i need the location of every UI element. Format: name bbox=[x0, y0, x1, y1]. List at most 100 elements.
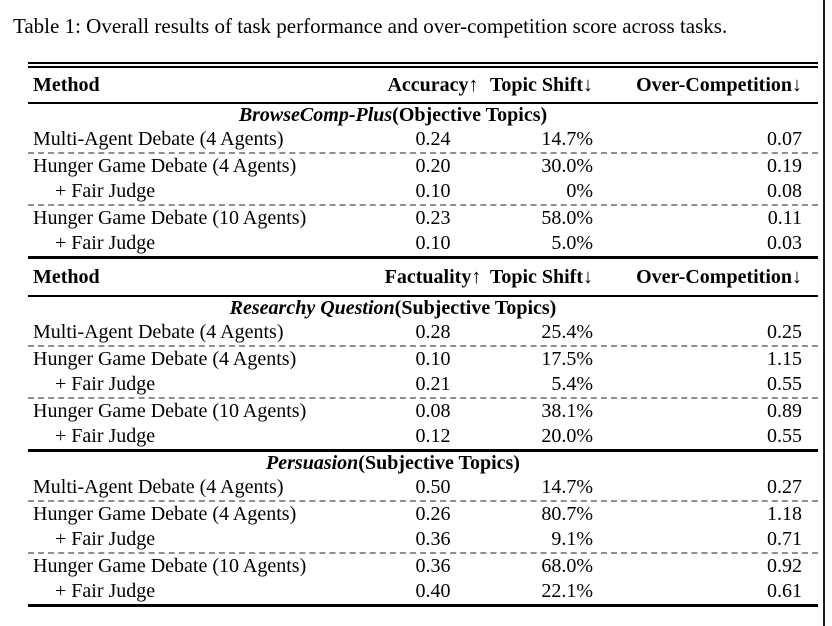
column-header-topic-shift: Topic Shift↓ bbox=[489, 265, 593, 288]
method-cell: + Fair Judge bbox=[55, 232, 156, 254]
topic-shift-cell: 20.0% bbox=[541, 425, 593, 447]
topic-shift-cell: 17.5% bbox=[541, 348, 593, 370]
over-competition-cell: 0.55 bbox=[767, 425, 802, 447]
accuracy-cell: 0.24 bbox=[415, 128, 451, 150]
over-competition-cell: 0.08 bbox=[767, 180, 802, 202]
column-header-accuracy: Accuracy↑ bbox=[387, 73, 479, 96]
topic-shift-cell: 80.7% bbox=[541, 503, 593, 525]
over-competition-cell: 0.11 bbox=[767, 207, 802, 229]
over-competition-cell: 1.15 bbox=[767, 348, 802, 370]
top-double-rule bbox=[28, 62, 818, 68]
method-cell: + Fair Judge bbox=[55, 580, 156, 602]
section-header-browsecomp-plus: BrowseComp-Plus (Objective Topics) bbox=[28, 104, 818, 127]
table-row: + Fair Judge 0.36 9.1% 0.71 bbox=[28, 527, 818, 552]
factuality-cell: 0.26 bbox=[415, 503, 451, 525]
factuality-cell: 0.50 bbox=[415, 476, 451, 498]
table-row: Hunger Game Debate (10 Agents) 0.08 38.1… bbox=[28, 397, 818, 424]
table-row: + Fair Judge 0.10 5.0% 0.03 bbox=[28, 231, 818, 256]
table-row: Multi-Agent Debate (4 Agents) 0.50 14.7%… bbox=[28, 475, 818, 500]
method-cell: Hunger Game Debate (10 Agents) bbox=[33, 400, 307, 422]
topic-shift-cell: 38.1% bbox=[541, 400, 593, 422]
section-header-researchy-question: Researchy Question (Subjective Topics) bbox=[28, 297, 818, 320]
factuality-cell: 0.28 bbox=[415, 321, 451, 343]
page-column-separator-line bbox=[823, 0, 825, 626]
section-title-qualifier: (Subjective Topics) bbox=[358, 452, 520, 474]
topic-shift-cell: 25.4% bbox=[541, 321, 593, 343]
topic-shift-cell: 22.1% bbox=[541, 580, 593, 602]
section-divider-rule bbox=[28, 449, 818, 452]
method-cell: Hunger Game Debate (10 Agents) bbox=[33, 207, 307, 229]
accuracy-cell: 0.10 bbox=[415, 180, 451, 202]
table-row: Hunger Game Debate (4 Agents) 0.26 80.7%… bbox=[28, 500, 818, 527]
method-cell: Hunger Game Debate (4 Agents) bbox=[33, 348, 297, 370]
column-header-method: Method bbox=[33, 73, 100, 96]
topic-shift-cell: 14.7% bbox=[541, 128, 593, 150]
section-title-qualifier: (Objective Topics) bbox=[392, 104, 548, 126]
table-row: Multi-Agent Debate (4 Agents) 0.28 25.4%… bbox=[28, 320, 818, 345]
header-rule bbox=[28, 295, 818, 297]
header-rule bbox=[28, 102, 818, 104]
over-competition-cell: 0.61 bbox=[767, 580, 802, 602]
section-title-italic: Researchy Question bbox=[229, 297, 395, 319]
topic-shift-cell: 5.4% bbox=[551, 373, 593, 395]
bottom-rule bbox=[28, 604, 818, 607]
method-cell: Hunger Game Debate (10 Agents) bbox=[33, 555, 307, 577]
header-row-objective: Method Accuracy↑ Topic Shift↓ Over-Compe… bbox=[28, 68, 818, 102]
table-caption: Table 1: Overall results of task perform… bbox=[13, 14, 728, 38]
method-cell: + Fair Judge bbox=[55, 528, 156, 550]
method-cell: + Fair Judge bbox=[55, 425, 156, 447]
results-table: Method Accuracy↑ Topic Shift↓ Over-Compe… bbox=[28, 62, 818, 607]
table-row: Hunger Game Debate (4 Agents) 0.10 17.5%… bbox=[28, 345, 818, 372]
topic-shift-cell: 14.7% bbox=[541, 476, 593, 498]
factuality-cell: 0.12 bbox=[415, 425, 451, 447]
table-row: + Fair Judge 0.10 0% 0.08 bbox=[28, 179, 818, 204]
over-competition-cell: 0.71 bbox=[767, 528, 802, 550]
over-competition-cell: 0.89 bbox=[767, 400, 802, 422]
over-competition-cell: 0.27 bbox=[767, 476, 802, 498]
accuracy-cell: 0.10 bbox=[415, 232, 451, 254]
factuality-cell: 0.40 bbox=[415, 580, 451, 602]
method-cell: Hunger Game Debate (4 Agents) bbox=[33, 503, 297, 525]
section-title-italic: Persuasion bbox=[266, 452, 359, 474]
accuracy-cell: 0.23 bbox=[415, 207, 451, 229]
topic-shift-cell: 0% bbox=[566, 180, 593, 202]
section-title-qualifier: (Subjective Topics) bbox=[394, 297, 557, 319]
method-cell: Hunger Game Debate (4 Agents) bbox=[33, 155, 297, 177]
factuality-cell: 0.36 bbox=[415, 528, 451, 550]
table-row: Hunger Game Debate (4 Agents) 0.20 30.0%… bbox=[28, 152, 818, 179]
section-title-italic: BrowseComp-Plus bbox=[238, 104, 393, 126]
over-competition-cell: 1.18 bbox=[767, 503, 802, 525]
column-header-over-competition: Over-Competition↓ bbox=[636, 265, 802, 288]
table-row: + Fair Judge 0.40 22.1% 0.61 bbox=[28, 579, 818, 604]
topic-shift-cell: 58.0% bbox=[541, 207, 593, 229]
section-divider-rule bbox=[28, 256, 818, 259]
over-competition-cell: 0.07 bbox=[767, 128, 802, 150]
accuracy-cell: 0.20 bbox=[415, 155, 451, 177]
section-header-persuasion: Persuasion (Subjective Topics) bbox=[28, 452, 818, 475]
factuality-cell: 0.36 bbox=[415, 555, 451, 577]
table-row: + Fair Judge 0.21 5.4% 0.55 bbox=[28, 372, 818, 397]
table-row: Hunger Game Debate (10 Agents) 0.36 68.0… bbox=[28, 552, 818, 579]
method-cell: + Fair Judge bbox=[55, 180, 156, 202]
topic-shift-cell: 9.1% bbox=[551, 528, 593, 550]
topic-shift-cell: 68.0% bbox=[541, 555, 593, 577]
column-header-method: Method bbox=[33, 265, 100, 288]
table-row: Multi-Agent Debate (4 Agents) 0.24 14.7%… bbox=[28, 127, 818, 152]
method-cell: Multi-Agent Debate (4 Agents) bbox=[33, 321, 284, 343]
over-competition-cell: 0.92 bbox=[767, 555, 802, 577]
over-competition-cell: 0.55 bbox=[767, 373, 802, 395]
method-cell: Multi-Agent Debate (4 Agents) bbox=[33, 128, 284, 150]
factuality-cell: 0.21 bbox=[415, 373, 451, 395]
method-cell: + Fair Judge bbox=[55, 373, 156, 395]
header-row-subjective: Method Factuality↑ Topic Shift↓ Over-Com… bbox=[28, 259, 818, 295]
topic-shift-cell: 5.0% bbox=[551, 232, 593, 254]
factuality-cell: 0.10 bbox=[415, 348, 451, 370]
column-header-factuality: Factuality↑ bbox=[384, 265, 482, 288]
table-row: Hunger Game Debate (10 Agents) 0.23 58.0… bbox=[28, 204, 818, 231]
method-cell: Multi-Agent Debate (4 Agents) bbox=[33, 476, 284, 498]
factuality-cell: 0.08 bbox=[415, 400, 451, 422]
column-header-topic-shift: Topic Shift↓ bbox=[489, 73, 593, 96]
table-row: + Fair Judge 0.12 20.0% 0.55 bbox=[28, 424, 818, 449]
topic-shift-cell: 30.0% bbox=[541, 155, 593, 177]
